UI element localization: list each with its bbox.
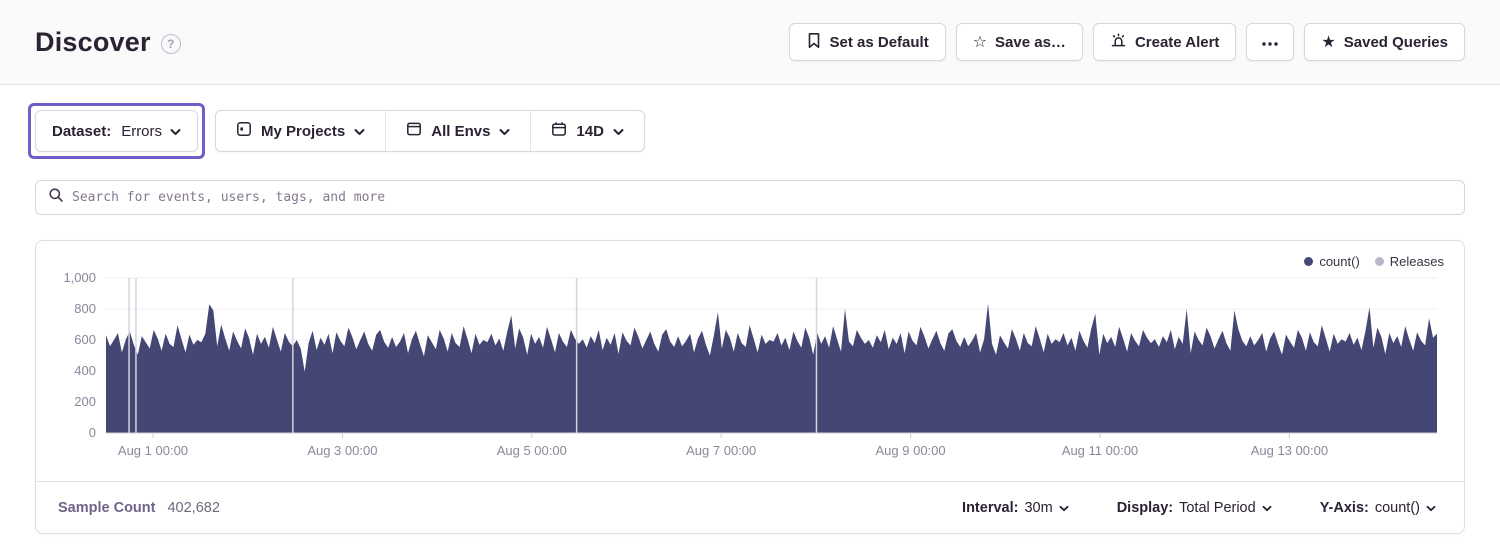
projects-icon [236, 121, 252, 141]
y-axis-label: 600 [74, 332, 96, 347]
search-icon [48, 187, 64, 208]
chart-area: count() Releases 0 200 400 600 800 1,000 Aug 1… [36, 241, 1464, 481]
y-axis-label: 400 [74, 363, 96, 378]
search-bar [35, 180, 1465, 215]
chevron-down-icon [170, 128, 181, 135]
x-axis-label: Aug 3 00:00 [307, 443, 377, 458]
y-axis-label: 0 [89, 425, 96, 440]
calendar-icon [551, 121, 567, 141]
sample-count-value: 402,682 [167, 499, 220, 516]
star-outline-icon: ☆ [972, 32, 988, 51]
filter-row: Dataset: Errors My Projects [28, 103, 1465, 159]
projects-dropdown[interactable]: My Projects [216, 111, 385, 151]
window-icon [406, 121, 422, 141]
saved-queries-button[interactable]: ★ Saved Queries [1304, 23, 1465, 61]
sample-count: Sample Count 402,682 [58, 499, 220, 516]
date-range-dropdown[interactable]: 14D [530, 111, 644, 151]
more-options-button[interactable] [1246, 23, 1295, 61]
save-as-button[interactable]: ☆ Save as… [955, 23, 1083, 61]
chart-controls: Interval: 30m Display: Total Period Y-Ax… [962, 500, 1442, 516]
x-axis-label: Aug 1 00:00 [118, 443, 188, 458]
bookmark-icon [806, 32, 822, 53]
x-axis-label: Aug 11 00:00 [1062, 443, 1138, 458]
page-filter-group: My Projects All Envs 14D [215, 110, 645, 152]
create-alert-button[interactable]: Create Alert [1092, 23, 1237, 61]
siren-icon [1110, 32, 1127, 53]
y-axis-label: 800 [74, 301, 96, 316]
chevron-down-icon [354, 128, 365, 135]
page-title: Discover [35, 26, 151, 57]
y-axis-dropdown[interactable]: Y-Axis: count() [1320, 500, 1436, 516]
discover-page: Discover ? Set as Default ☆ Save as… [0, 0, 1500, 534]
y-axis-label: 1,000 [63, 270, 96, 285]
interval-dropdown[interactable]: Interval: 30m [962, 500, 1069, 516]
chevron-down-icon [1262, 505, 1272, 511]
help-icon[interactable]: ? [160, 34, 181, 54]
y-axis-label: 200 [74, 394, 96, 409]
legend-item-count[interactable]: count() [1304, 254, 1360, 269]
dataset-dropdown[interactable]: Dataset: Errors [35, 110, 199, 152]
legend-item-releases[interactable]: Releases [1374, 254, 1444, 269]
dataset-highlight-outline: Dataset: Errors [28, 103, 206, 159]
releases-dot-icon [1374, 257, 1384, 266]
search-input[interactable] [72, 190, 1452, 205]
x-axis-label: Aug 7 00:00 [686, 443, 756, 458]
count-dot-icon [1304, 257, 1314, 266]
ellipsis-icon [1261, 34, 1279, 51]
x-axis-label: Aug 5 00:00 [497, 443, 567, 458]
set-as-default-button[interactable]: Set as Default [788, 23, 946, 61]
count-series-area [106, 303, 1437, 433]
chart-legend: count() Releases [1304, 254, 1444, 269]
chevron-down-icon [613, 128, 624, 135]
environments-dropdown[interactable]: All Envs [385, 111, 530, 151]
main-content: Dataset: Errors My Projects [0, 103, 1500, 534]
page-header: Discover ? Set as Default ☆ Save as… [0, 0, 1500, 85]
chart-canvas[interactable]: 0 200 400 600 800 1,000 Aug 1 00:00 Aug 3 00:00… [36, 241, 1464, 479]
header-actions: Set as Default ☆ Save as… Create Alert [788, 23, 1465, 61]
chevron-down-icon [499, 128, 510, 135]
events-chart-panel: count() Releases 0 200 400 600 800 1,000 Aug 1… [35, 240, 1465, 534]
chevron-down-icon [1426, 505, 1436, 511]
display-dropdown[interactable]: Display: Total Period [1117, 500, 1272, 516]
star-filled-icon: ★ [1321, 32, 1336, 51]
chevron-down-icon [1059, 505, 1069, 511]
x-axis-label: Aug 13 00:00 [1251, 443, 1328, 458]
x-axis-label: Aug 9 00:00 [876, 443, 946, 458]
chart-footer: Sample Count 402,682 Interval: 30m Displ… [36, 481, 1464, 533]
